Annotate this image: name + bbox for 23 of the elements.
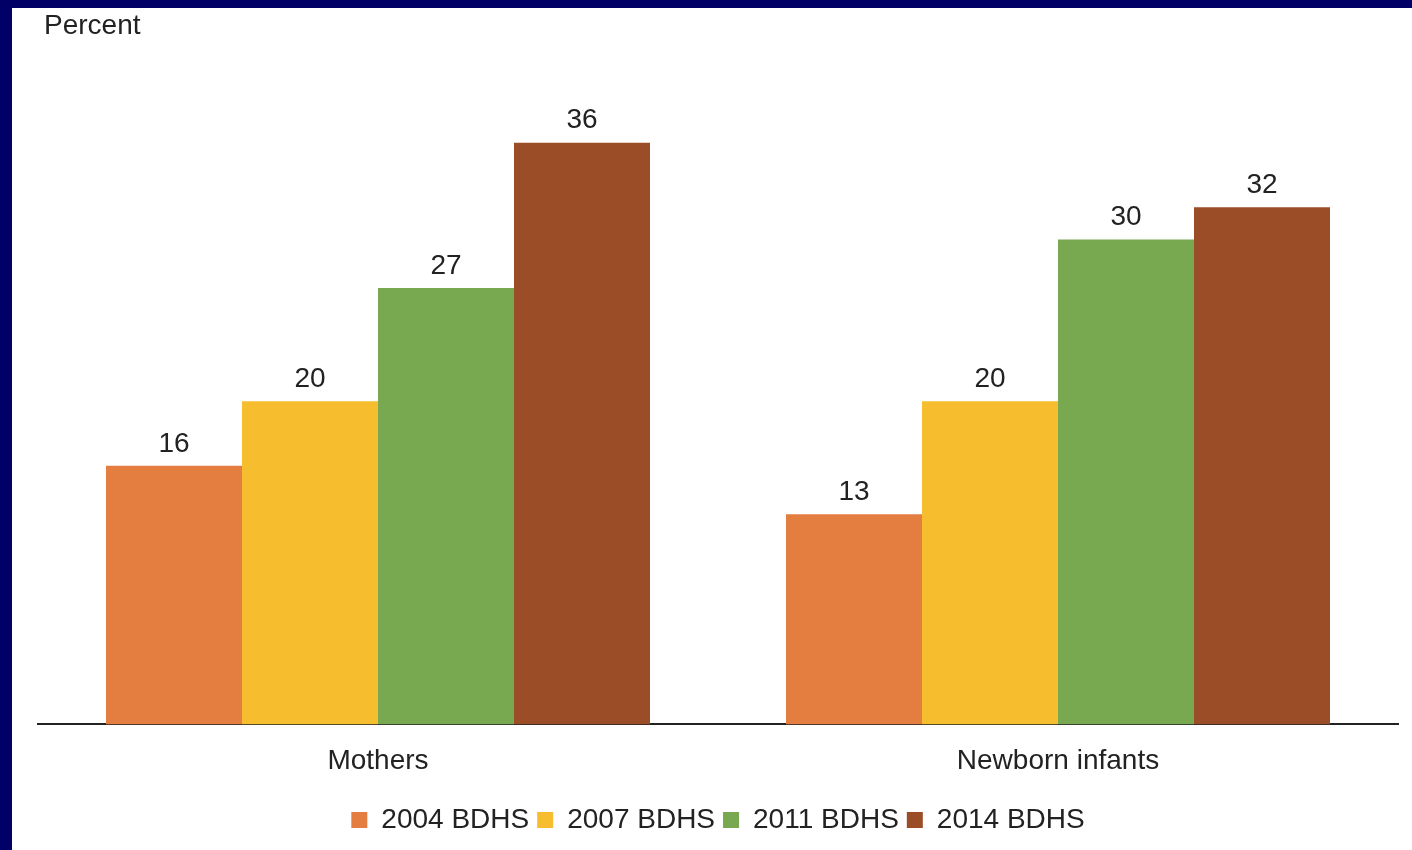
data-label: 27 [430, 248, 462, 280]
data-label: 13 [838, 475, 870, 507]
bar [106, 465, 242, 725]
x-tick-label: Newborn infants [956, 743, 1160, 775]
legend-label: 2011 BDHS [753, 802, 899, 834]
legend-label: 2007 BDHS [567, 802, 716, 834]
data-label: 36 [566, 103, 598, 135]
data-label: 30 [1110, 200, 1142, 232]
bar [242, 401, 378, 725]
bar [922, 401, 1058, 725]
y-axis-title: Percent [44, 8, 141, 40]
data-label: 16 [158, 426, 190, 458]
bar [1058, 239, 1194, 725]
data-label: 20 [974, 361, 1006, 393]
data-label: 20 [294, 361, 326, 393]
legend-label: 2014 BDHS [936, 802, 1085, 834]
bar [786, 514, 922, 725]
bar [378, 288, 514, 725]
bar [1194, 207, 1330, 725]
bar [514, 142, 650, 725]
legend-label: 2004 BDHS [381, 802, 530, 834]
data-label: 32 [1246, 168, 1278, 199]
x-tick-label: Mothers [327, 743, 429, 775]
